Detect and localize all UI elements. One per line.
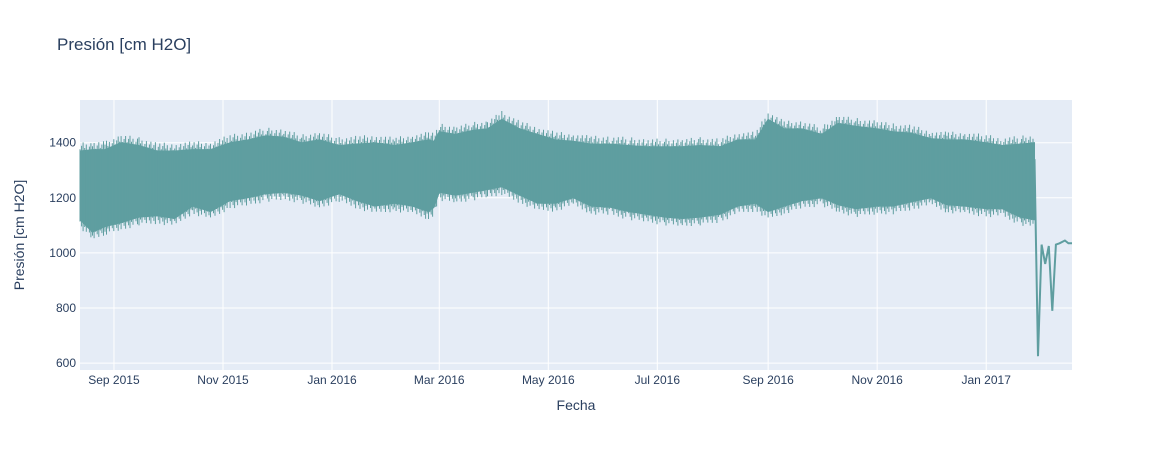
x-tick-label: Nov 2015 (197, 373, 249, 387)
chart-title: Presión [cm H2O] (57, 35, 191, 54)
y-tick-label: 1000 (49, 246, 76, 260)
x-axis-title: Fecha (557, 397, 596, 413)
x-tick-label: Nov 2016 (851, 373, 903, 387)
x-tick-label: Sep 2015 (88, 373, 140, 387)
x-axis-ticks: Sep 2015 Nov 2015 Jan 2016 Mar 2016 May 2016… (88, 373, 1011, 387)
data-line-tail (1033, 159, 1072, 357)
y-tick-label: 800 (56, 301, 76, 315)
data-line-group (79, 111, 1072, 357)
x-tick-label: Jul 2016 (635, 373, 681, 387)
x-tick-label: Jan 2016 (307, 373, 357, 387)
y-tick-label: 1200 (49, 191, 76, 205)
x-tick-label: May 2016 (522, 373, 575, 387)
x-tick-label: Mar 2016 (414, 373, 465, 387)
x-tick-label: Jan 2017 (962, 373, 1012, 387)
y-axis-title: Presión [cm H2O] (11, 180, 27, 290)
y-tick-label: 600 (56, 356, 76, 370)
x-tick-label: Sep 2016 (742, 373, 794, 387)
y-tick-label: 1400 (49, 136, 76, 150)
y-axis-ticks: 600 800 1000 1200 1400 (49, 136, 76, 370)
